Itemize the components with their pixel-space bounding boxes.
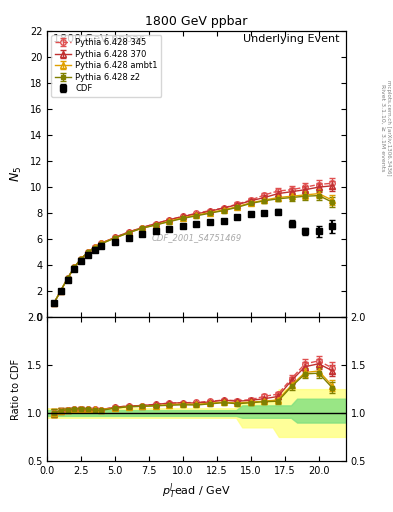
Text: CDF_2001_S4751469: CDF_2001_S4751469 <box>151 232 242 242</box>
Legend: Pythia 6.428 345, Pythia 6.428 370, Pythia 6.428 ambt1, Pythia 6.428 z2, CDF: Pythia 6.428 345, Pythia 6.428 370, Pyth… <box>51 35 162 97</box>
Text: mcplots.cern.ch [arXiv:1306.3436]: mcplots.cern.ch [arXiv:1306.3436] <box>386 80 391 176</box>
Text: Underlying Event: Underlying Event <box>243 34 340 44</box>
X-axis label: $p_T^l$ead / GeV: $p_T^l$ead / GeV <box>162 481 231 501</box>
Text: Rivet 3.1.10, ≥ 3.1M events: Rivet 3.1.10, ≥ 3.1M events <box>380 84 385 172</box>
Text: 1800 GeV ppbar: 1800 GeV ppbar <box>145 15 248 28</box>
Y-axis label: $N_5$: $N_5$ <box>9 166 24 182</box>
Text: 1800 GeV ppbar: 1800 GeV ppbar <box>53 34 144 44</box>
Y-axis label: Ratio to CDF: Ratio to CDF <box>11 358 21 420</box>
